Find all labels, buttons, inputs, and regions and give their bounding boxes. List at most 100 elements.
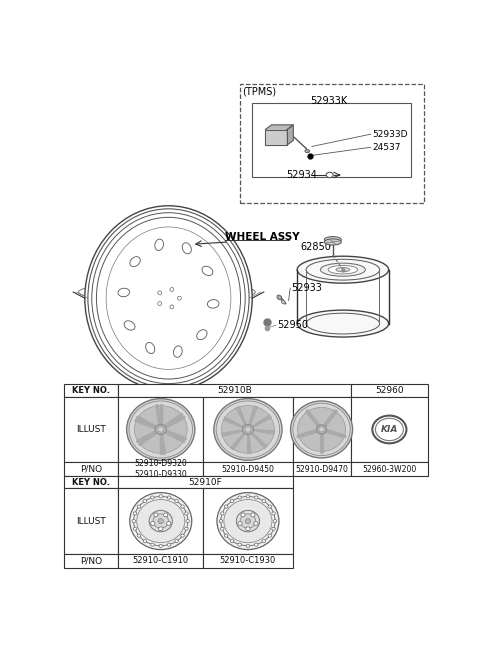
Bar [350,384,428,397]
Text: (TPMS): (TPMS) [242,87,276,97]
Bar [64,554,118,567]
Ellipse shape [224,505,228,508]
Bar [204,462,292,476]
Text: P/NO: P/NO [80,464,102,474]
Ellipse shape [137,505,141,508]
Text: 52910-C1930: 52910-C1930 [220,556,276,565]
Ellipse shape [305,150,310,153]
Ellipse shape [145,342,155,354]
Bar [204,488,292,554]
Ellipse shape [158,519,163,523]
Bar [118,397,204,462]
Ellipse shape [246,544,250,547]
Ellipse shape [158,426,164,432]
Ellipse shape [85,206,252,390]
Ellipse shape [185,527,188,530]
Ellipse shape [88,209,249,388]
Ellipse shape [319,427,324,432]
Ellipse shape [167,522,171,525]
Ellipse shape [159,495,163,498]
Ellipse shape [96,217,240,379]
Ellipse shape [185,512,188,515]
Text: 52910-D9320
52910-D9330: 52910-D9320 52910-D9330 [134,459,187,479]
Ellipse shape [241,513,245,517]
Text: 52910B: 52910B [217,386,252,395]
Ellipse shape [154,282,183,314]
Ellipse shape [251,513,255,517]
Ellipse shape [79,282,255,302]
Ellipse shape [168,543,171,546]
Text: 52910-D9450: 52910-D9450 [221,464,275,474]
Ellipse shape [182,243,192,254]
Ellipse shape [336,268,350,272]
Text: KIA: KIA [381,425,398,434]
Ellipse shape [236,510,260,532]
Ellipse shape [166,295,172,301]
Bar [118,488,204,554]
Ellipse shape [158,291,162,295]
Text: 52933D: 52933D [372,130,408,138]
Ellipse shape [137,534,141,537]
Ellipse shape [106,227,231,369]
Ellipse shape [273,520,276,523]
Ellipse shape [127,399,195,461]
Ellipse shape [297,256,389,283]
Ellipse shape [129,401,192,458]
Bar [118,384,350,397]
Ellipse shape [272,512,276,515]
Ellipse shape [124,321,135,330]
Ellipse shape [221,405,275,453]
Ellipse shape [207,300,219,308]
Ellipse shape [277,295,282,300]
Ellipse shape [92,213,245,384]
Ellipse shape [281,300,285,304]
Ellipse shape [245,519,251,523]
Ellipse shape [168,496,171,499]
Ellipse shape [133,512,137,515]
Ellipse shape [158,527,163,531]
Ellipse shape [163,293,174,304]
Ellipse shape [156,424,166,434]
Ellipse shape [133,497,188,546]
Polygon shape [265,129,287,145]
Bar [204,554,292,567]
Ellipse shape [268,534,272,537]
Ellipse shape [219,520,223,523]
Ellipse shape [216,401,280,458]
Ellipse shape [220,527,224,530]
Text: ILLUST: ILLUST [76,516,106,525]
Ellipse shape [132,520,135,523]
Ellipse shape [217,493,279,550]
Polygon shape [287,125,293,145]
Bar [64,488,118,554]
Text: P/NO: P/NO [80,556,102,565]
Text: 52910-D9470: 52910-D9470 [295,464,348,474]
Ellipse shape [164,513,168,517]
Ellipse shape [151,543,154,546]
Ellipse shape [297,310,389,337]
Ellipse shape [306,313,380,334]
Text: 24537: 24537 [372,143,401,152]
Ellipse shape [149,510,172,532]
Ellipse shape [246,495,250,498]
Ellipse shape [238,543,241,546]
Bar [350,397,428,462]
Text: 52933: 52933 [291,283,322,293]
Ellipse shape [375,419,403,441]
Ellipse shape [321,263,365,276]
Ellipse shape [133,527,137,530]
Text: WHEEL ASSY: WHEEL ASSY [225,232,300,241]
Ellipse shape [246,527,250,531]
Ellipse shape [202,266,213,276]
Ellipse shape [214,399,282,461]
Ellipse shape [137,499,185,543]
Bar [292,462,350,476]
Bar [350,462,428,476]
Ellipse shape [372,416,407,443]
Ellipse shape [147,275,190,321]
Ellipse shape [170,287,174,291]
Text: 52933K: 52933K [310,96,348,106]
Bar [118,554,204,567]
Ellipse shape [328,266,358,274]
Ellipse shape [186,520,190,523]
